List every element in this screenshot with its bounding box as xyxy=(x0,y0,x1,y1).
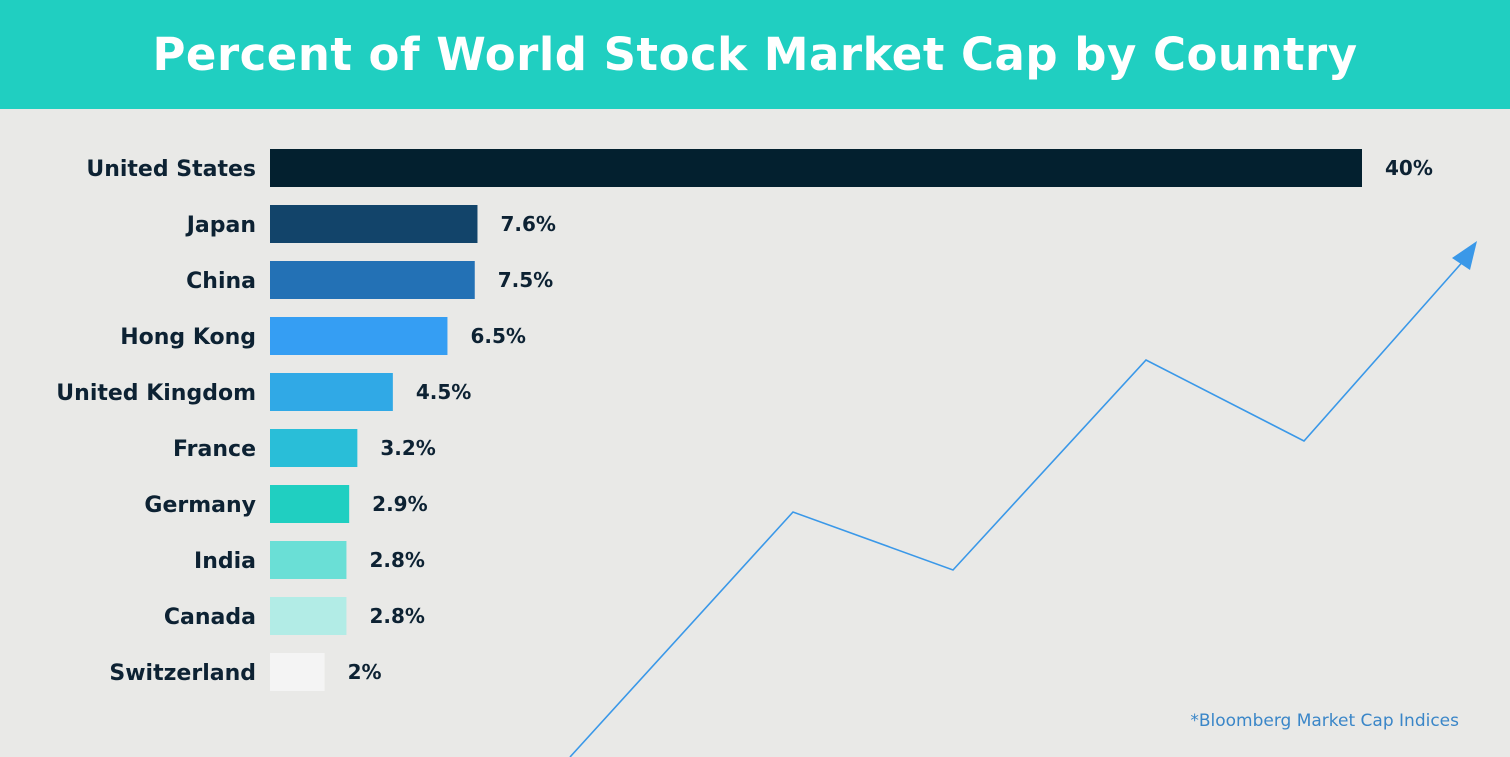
category-label-japan: Japan xyxy=(185,213,256,238)
chart-title: Percent of World Stock Market Cap by Cou… xyxy=(152,28,1358,81)
value-label-china: 7.5% xyxy=(498,268,553,292)
value-label-united-states: 40% xyxy=(1385,156,1433,180)
value-label-hong-kong: 6.5% xyxy=(470,324,525,348)
value-label-switzerland: 2% xyxy=(348,660,382,684)
bar-india xyxy=(270,541,347,579)
source-note: *Bloomberg Market Cap Indices xyxy=(1190,711,1459,731)
category-label-united-kingdom: United Kingdom xyxy=(56,381,256,406)
bar-hong-kong xyxy=(270,317,448,355)
value-label-germany: 2.9% xyxy=(372,492,427,516)
bar-united-kingdom xyxy=(270,373,393,411)
value-label-canada: 2.8% xyxy=(369,604,424,628)
bar-canada xyxy=(270,597,347,635)
trend-arrow-line xyxy=(569,257,1467,757)
value-label-japan: 7.6% xyxy=(500,212,555,236)
bar-japan xyxy=(270,205,478,243)
value-label-france: 3.2% xyxy=(380,436,435,460)
category-label-germany: Germany xyxy=(144,493,256,518)
value-label-united-kingdom: 4.5% xyxy=(416,380,471,404)
bar-germany xyxy=(270,485,350,523)
category-label-france: France xyxy=(173,437,256,462)
value-label-india: 2.8% xyxy=(369,548,424,572)
bar-france xyxy=(270,429,358,467)
trend-arrow-head xyxy=(1452,241,1477,270)
bar-switzerland xyxy=(270,653,325,691)
bars-group: United States 40% Japan 7.6% China 7.5% Hong K… xyxy=(56,149,1433,691)
category-label-hong-kong: Hong Kong xyxy=(120,325,256,350)
category-label-china: China xyxy=(186,269,256,294)
category-label-india: India xyxy=(194,549,256,574)
category-label-united-states: United States xyxy=(86,157,256,182)
category-label-canada: Canada xyxy=(164,605,256,630)
bar-united-states xyxy=(270,149,1362,187)
category-label-switzerland: Switzerland xyxy=(109,661,256,686)
title-banner: Percent of World Stock Market Cap by Cou… xyxy=(0,0,1510,109)
bar-china xyxy=(270,261,475,299)
